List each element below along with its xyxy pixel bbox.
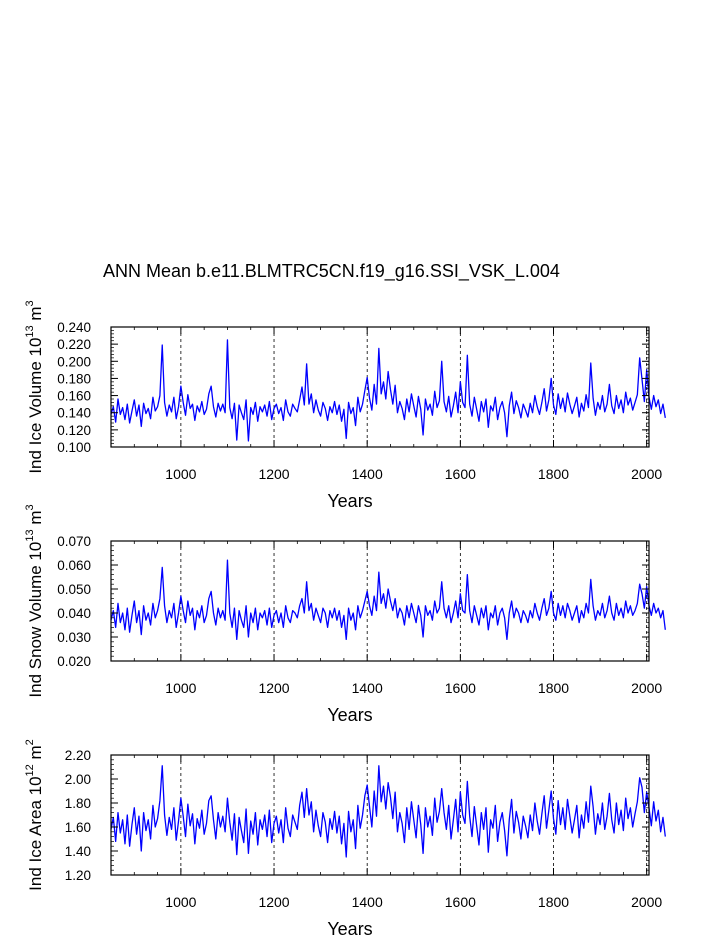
x-tick-label: 2000 xyxy=(631,680,662,696)
y-tick-label: 0.180 xyxy=(57,371,91,386)
series-line xyxy=(110,559,666,641)
y-tick-label: 1.80 xyxy=(65,796,91,811)
y-axis-title: Ind Snow Volume 1013 m3 xyxy=(24,504,45,697)
y-tick-label: 1.20 xyxy=(65,868,91,883)
y-tick-label: 0.040 xyxy=(57,606,91,621)
x-tick-label: 1200 xyxy=(258,894,289,910)
y-tick-label: 0.070 xyxy=(57,534,91,549)
y-axis-title-superscript: 13 xyxy=(24,325,36,337)
y-axis-title-superscript: 3 xyxy=(24,504,36,510)
ice-volume-panel: 1000 1200 1400 1600 1800 2000 0.100 0.120 0.140 0… xyxy=(24,300,666,511)
y-tick-label: 0.020 xyxy=(57,654,91,669)
x-axis-title: Years xyxy=(327,919,372,935)
y-tick-label: 0.120 xyxy=(57,423,91,438)
y-axis-title: Ind Ice Volume 1013 m3 xyxy=(24,300,45,473)
y-tick-label: 0.030 xyxy=(57,630,91,645)
x-tick-label: 1200 xyxy=(258,466,289,482)
y-axis-title-part: m xyxy=(26,745,45,764)
y-axis-title-superscript: 12 xyxy=(24,764,36,776)
y-axis-title-superscript: 2 xyxy=(24,739,36,745)
y-tick-label: 0.240 xyxy=(57,320,91,335)
y-tick-label: 2.00 xyxy=(65,772,91,787)
x-tick-label: 1400 xyxy=(352,680,383,696)
y-axis-title-part: Ind Snow Volume 10 xyxy=(26,542,45,698)
snow-volume-panel: 1000 1200 1400 1600 1800 2000 0.020 0.030 0.040 0… xyxy=(24,504,666,725)
y-axis-title-part: Ind Ice Area 10 xyxy=(26,776,45,890)
y-axis-title-part: m xyxy=(26,511,45,530)
x-tick-label: 1800 xyxy=(538,894,569,910)
y-tick-label: 2.20 xyxy=(65,748,91,763)
y-axis-title-superscript: 13 xyxy=(24,529,36,541)
x-tick-label: 1600 xyxy=(445,894,476,910)
y-axis-title: Ind Ice Area 1012 m2 xyxy=(24,739,45,891)
series-line xyxy=(110,765,666,858)
y-tick-label: 0.100 xyxy=(57,440,91,455)
y-tick-label: 0.200 xyxy=(57,354,91,369)
x-tick-label: 2000 xyxy=(631,894,662,910)
ice-area-panel: 1000 1200 1400 1600 1800 2000 1.20 1.40 1.60 1.80… xyxy=(24,739,666,935)
x-tick-label: 1000 xyxy=(165,466,196,482)
x-tick-label: 1800 xyxy=(538,680,569,696)
y-tick-label: 1.60 xyxy=(65,820,91,835)
y-axis-title-part: Ind Ice Volume 10 xyxy=(26,338,45,474)
y-tick-label: 0.060 xyxy=(57,558,91,573)
x-axis-title: Years xyxy=(327,705,372,725)
figure-title: ANN Mean b.e11.BLMTRC5CN.f19_g16.SSI_VSK… xyxy=(103,261,560,282)
y-tick-label: 0.140 xyxy=(57,406,91,421)
x-tick-label: 1600 xyxy=(445,680,476,696)
plot-frame xyxy=(110,326,650,448)
y-tick-label: 0.050 xyxy=(57,582,91,597)
series-line xyxy=(110,339,666,442)
x-tick-label: 1400 xyxy=(352,894,383,910)
x-tick-label: 1200 xyxy=(258,680,289,696)
x-tick-label: 1800 xyxy=(538,466,569,482)
y-tick-label: 0.220 xyxy=(57,337,91,352)
y-axis-title-part: m xyxy=(26,306,45,325)
plot-frame xyxy=(110,754,650,876)
x-axis-title: Years xyxy=(327,491,372,511)
plot-frame xyxy=(110,540,650,662)
y-axis-title-superscript: 3 xyxy=(24,300,36,306)
x-tick-label: 1600 xyxy=(445,466,476,482)
x-tick-label: 2000 xyxy=(631,466,662,482)
x-tick-label: 1000 xyxy=(165,680,196,696)
y-tick-label: 0.160 xyxy=(57,389,91,404)
x-tick-label: 1000 xyxy=(165,894,196,910)
x-tick-label: 1400 xyxy=(352,466,383,482)
y-tick-label: 1.40 xyxy=(65,844,91,859)
